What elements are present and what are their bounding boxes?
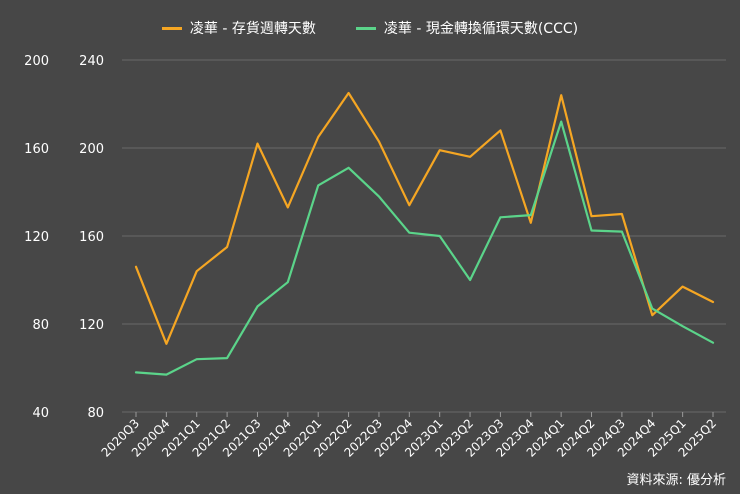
y-left-tick-label: 160: [24, 142, 49, 157]
y-left-tick-label: 120: [24, 230, 49, 245]
chart-legend: 凌華 - 存貨週轉天數 凌華 - 現金轉換循環天數(CCC): [0, 18, 740, 38]
y-left-tick-label: 200: [24, 54, 49, 69]
legend-swatch-ccc: [355, 26, 376, 30]
y-left-tick-label: 80: [32, 318, 49, 333]
legend-item-inventory: 凌華 - 存貨週轉天數: [161, 18, 316, 38]
series-line-inventory-days: [134, 91, 715, 345]
y-right-tick-label: 200: [79, 142, 104, 157]
y-right-tick-label: 80: [87, 406, 104, 421]
legend-label-inventory: 凌華 - 存貨週轉天數: [189, 21, 316, 37]
source-note: 資料來源: 優分析: [626, 473, 726, 488]
y-right-tick-label: 120: [79, 318, 104, 333]
legend-item-ccc: 凌華 - 現金轉換循環天數(CCC): [355, 18, 579, 38]
legend-label-ccc: 凌華 - 現金轉換循環天數(CCC): [383, 21, 579, 37]
y-right-tick-label: 160: [79, 230, 104, 245]
series-line-ccc-days: [134, 120, 715, 376]
y-left-tick-label: 40: [32, 406, 49, 421]
legend-swatch-inventory: [161, 26, 182, 30]
y-right-tick-label: 240: [79, 54, 104, 69]
